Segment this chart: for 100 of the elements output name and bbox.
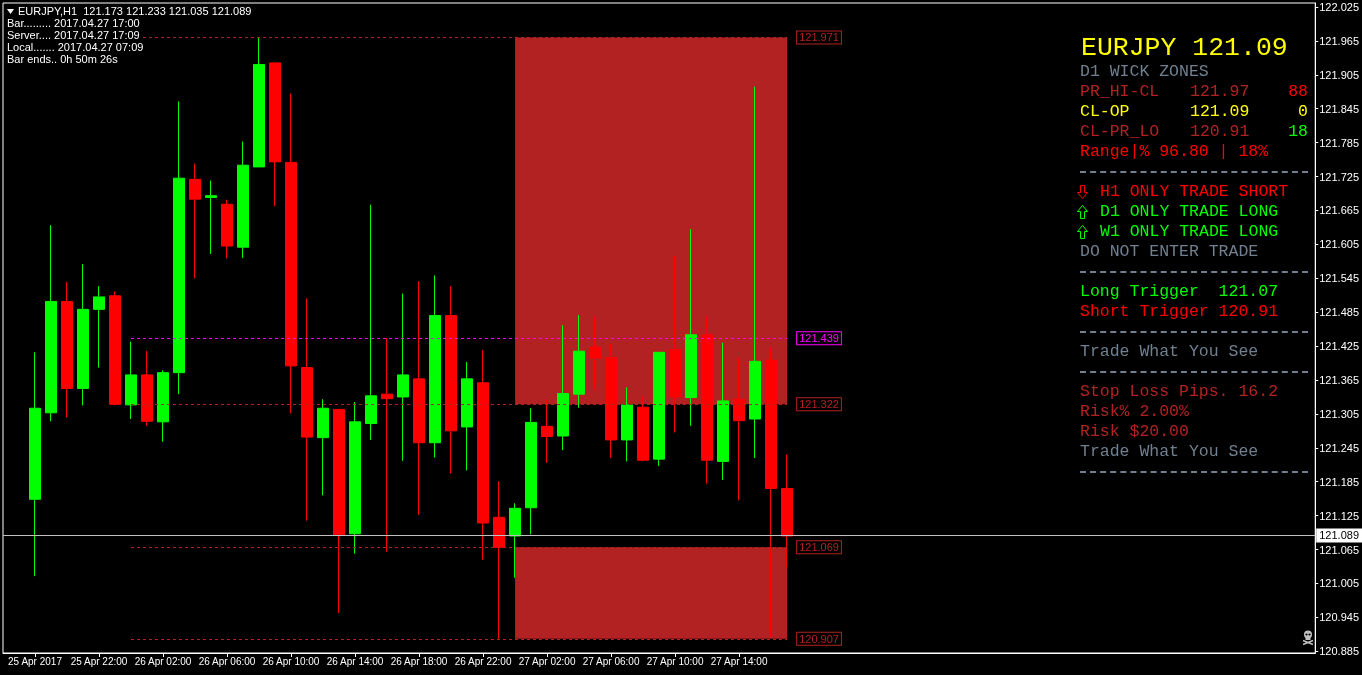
- candlestick: [669, 255, 681, 434]
- candlestick: [701, 316, 713, 484]
- annotation: W1 ONLY TRADE LONG: [1100, 221, 1279, 241]
- y-tick-label: 121.365: [1319, 374, 1359, 386]
- y-tick-label: 121.845: [1319, 102, 1359, 115]
- annotation: 0: [1298, 101, 1308, 121]
- candlestick: [365, 204, 377, 441]
- candlestick: [637, 396, 649, 462]
- candlestick: [605, 343, 617, 459]
- y-tick-label: 120.885: [1319, 645, 1359, 658]
- ref-line-label: 120.907: [799, 632, 839, 645]
- x-tick-label: 26 Apr 10:00: [262, 655, 320, 667]
- candlestick: [445, 285, 457, 474]
- annotation: Local....... 2017.04.27 07:09: [7, 40, 144, 53]
- annotation: 121.09: [1190, 101, 1250, 121]
- candlestick: [141, 350, 153, 427]
- annotation: EURJPY 121.09: [1081, 32, 1288, 63]
- annotation: Short Trigger 120.91: [1080, 301, 1279, 321]
- candlestick: [573, 314, 585, 409]
- x-tick-label: 26 Apr 06:00: [198, 655, 256, 667]
- y-tick-label: 121.425: [1319, 340, 1359, 353]
- annotation: Trade What You See: [1080, 441, 1259, 461]
- annotation: 88: [1288, 81, 1308, 101]
- candlestick: [269, 62, 281, 207]
- x-tick-label: 25 Apr 2017: [8, 655, 63, 667]
- annotation: Long Trigger 121.07: [1080, 281, 1279, 301]
- y-tick-label: 121.185: [1319, 475, 1359, 488]
- x-tick-label: 26 Apr 18:00: [390, 655, 448, 667]
- candlestick: [333, 408, 345, 614]
- annotation: Range|% 96.80 | 18%: [1080, 141, 1269, 161]
- candlestick: [29, 351, 41, 577]
- y-tick-label: 121.785: [1319, 136, 1359, 149]
- annotation: CL-OP: [1080, 101, 1130, 121]
- annotation: Stop Loss Pips. 16.2: [1080, 381, 1279, 401]
- y-tick-label: 122.025: [1319, 0, 1359, 13]
- y-tick-label: 121.665: [1319, 204, 1359, 217]
- candlestick: [541, 398, 553, 464]
- candlestick: [413, 280, 425, 516]
- candlestick: [765, 345, 777, 638]
- annotation: D1 ONLY TRADE LONG: [1100, 201, 1279, 221]
- candlestick: [749, 86, 761, 459]
- annotation: Bar ends.. 0h 50m 26s: [7, 52, 118, 65]
- candlestick: [157, 369, 169, 443]
- candlestick: [717, 342, 729, 481]
- candlestick: [173, 100, 185, 395]
- y-tick-label: 120.945: [1319, 611, 1359, 624]
- ref-line-label: 121.322: [799, 398, 839, 411]
- candlestick: [61, 281, 73, 418]
- annotation: Trade What You See: [1080, 341, 1259, 361]
- candlestick: [685, 228, 697, 427]
- candlestick: [253, 36, 265, 168]
- candlestick: [237, 140, 249, 259]
- candlestick: [205, 179, 217, 255]
- candlestick: [525, 407, 537, 535]
- x-tick-label: 27 Apr 10:00: [646, 655, 704, 667]
- candlestick: [653, 351, 665, 467]
- candlestick: [189, 163, 201, 279]
- y-tick-label: 121.605: [1319, 238, 1359, 251]
- candlestick: [45, 224, 57, 422]
- candlestick: [221, 199, 233, 259]
- candlestick: [93, 285, 105, 369]
- annotation: PR_HI-CL: [1080, 81, 1160, 101]
- annotation: 120.91: [1190, 121, 1250, 141]
- candlestick: [397, 293, 409, 462]
- y-tick-label: 121.005: [1319, 577, 1359, 590]
- candlestick: [509, 502, 521, 579]
- ref-line-label: 121.069: [799, 541, 839, 554]
- candlestick: [733, 357, 745, 501]
- annotation: H1 ONLY TRADE SHORT: [1100, 181, 1289, 201]
- x-tick-label: 27 Apr 14:00: [710, 655, 768, 667]
- candlestick: [461, 361, 473, 471]
- annotation: 121.97: [1190, 81, 1250, 101]
- candlestick: [301, 298, 313, 522]
- x-tick-label: 27 Apr 02:00: [518, 655, 576, 667]
- annotation: Risk% 2.00%: [1080, 401, 1189, 421]
- candlestick: [589, 316, 601, 391]
- annotation: D1 WICK ZONES: [1080, 61, 1209, 81]
- candlestick: [477, 349, 489, 561]
- annotation: Risk $20.00: [1080, 421, 1189, 441]
- annotation: CL-PR_LO: [1080, 121, 1160, 141]
- y-tick-label: 121.965: [1319, 34, 1359, 47]
- candlestick: [429, 274, 441, 458]
- candlestick: [493, 480, 505, 640]
- x-tick-label: 26 Apr 02:00: [134, 655, 192, 667]
- y-tick-label: 121.125: [1319, 509, 1359, 522]
- y-tick-label: 121.065: [1319, 543, 1359, 556]
- candlestick: [349, 401, 361, 555]
- candlestick: [285, 92, 297, 414]
- candlestick: [77, 263, 89, 406]
- candlestick: [621, 386, 633, 462]
- annotation: Bar......... 2017.04.27 17:00: [7, 16, 140, 29]
- ref-line-label: 121.439: [799, 332, 839, 345]
- annotation: Server.... 2017.04.27 17:09: [7, 28, 140, 41]
- x-tick-label: 26 Apr 14:00: [326, 655, 384, 667]
- x-tick-label: 27 Apr 06:00: [582, 655, 640, 667]
- chart-title: EURJPY,H1 121.173 121.233 121.035 121.089: [18, 4, 252, 17]
- y-tick-label: 121.485: [1319, 306, 1359, 319]
- candlestick: [109, 290, 121, 406]
- annotation: 18: [1288, 121, 1308, 141]
- candlestick: [557, 324, 569, 451]
